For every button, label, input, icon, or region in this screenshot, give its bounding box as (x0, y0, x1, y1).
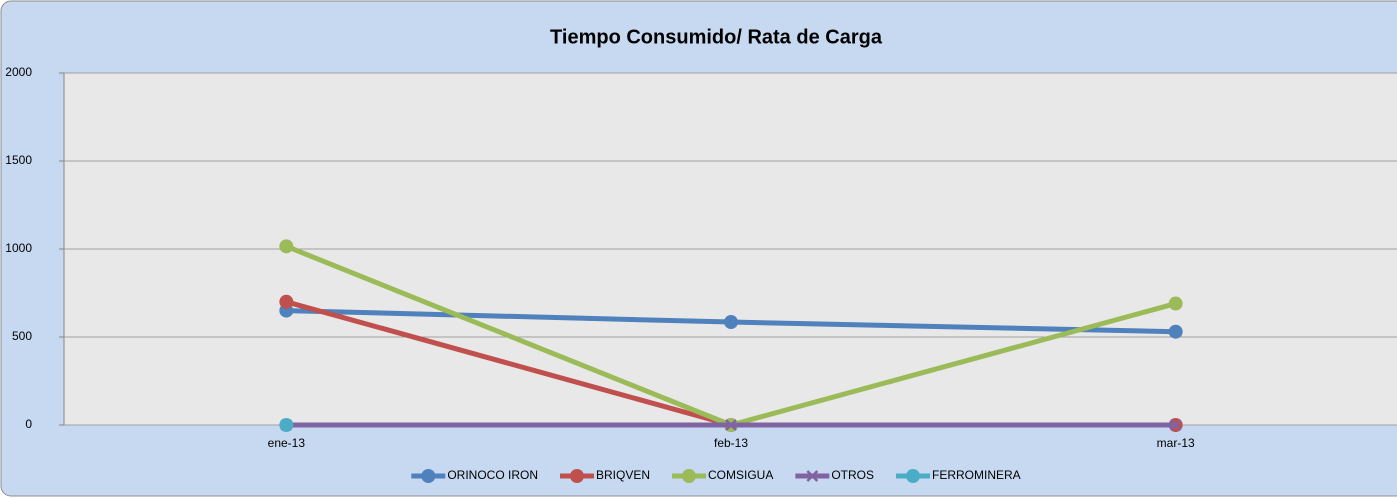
y-tick-label: 2000 (5, 65, 32, 79)
marker (725, 419, 737, 431)
legend-item: ORINOCO IRON (411, 468, 538, 483)
y-tick-label: 0 (25, 417, 32, 431)
marker (1169, 419, 1182, 431)
y-tick-label: 500 (12, 329, 32, 343)
marker (421, 469, 436, 483)
marker (279, 294, 294, 309)
marker-x (1169, 419, 1182, 431)
legend-label: BRIQVEN (596, 468, 650, 482)
y-tick-label: 1500 (5, 153, 32, 167)
marker (279, 239, 294, 254)
marker (1168, 324, 1183, 339)
marker (569, 469, 584, 483)
legend-item: FERROMINERA (896, 468, 1021, 483)
marker-x (806, 470, 819, 482)
y-tick-label: 1000 (5, 241, 32, 255)
marker (682, 469, 696, 483)
legend-item: BRIQVEN (559, 468, 650, 483)
marker (1168, 296, 1183, 311)
marker (724, 315, 738, 330)
legend-label: ORINOCO IRON (447, 468, 538, 482)
marker-x (725, 419, 737, 431)
legend: ORINOCO IRON BRIQVEN COMSIGUA OTROS FERROMIN… (411, 468, 1021, 483)
legend-label: FERROMINERA (932, 468, 1021, 482)
x-tick-label: mar-13 (1157, 436, 1195, 450)
legend-item: COMSIGUA (672, 468, 773, 483)
marker (906, 469, 921, 483)
chart-title: Tiempo Consumido/ Rata de Carga (550, 26, 883, 48)
legend-label: OTROS (831, 468, 874, 482)
x-tick-label: feb-13 (714, 436, 748, 450)
x-tick-label: ene-13 (268, 436, 306, 450)
legend-item: OTROS (795, 468, 874, 482)
legend-label: COMSIGUA (708, 468, 773, 482)
marker (279, 418, 294, 432)
marker (806, 470, 819, 482)
